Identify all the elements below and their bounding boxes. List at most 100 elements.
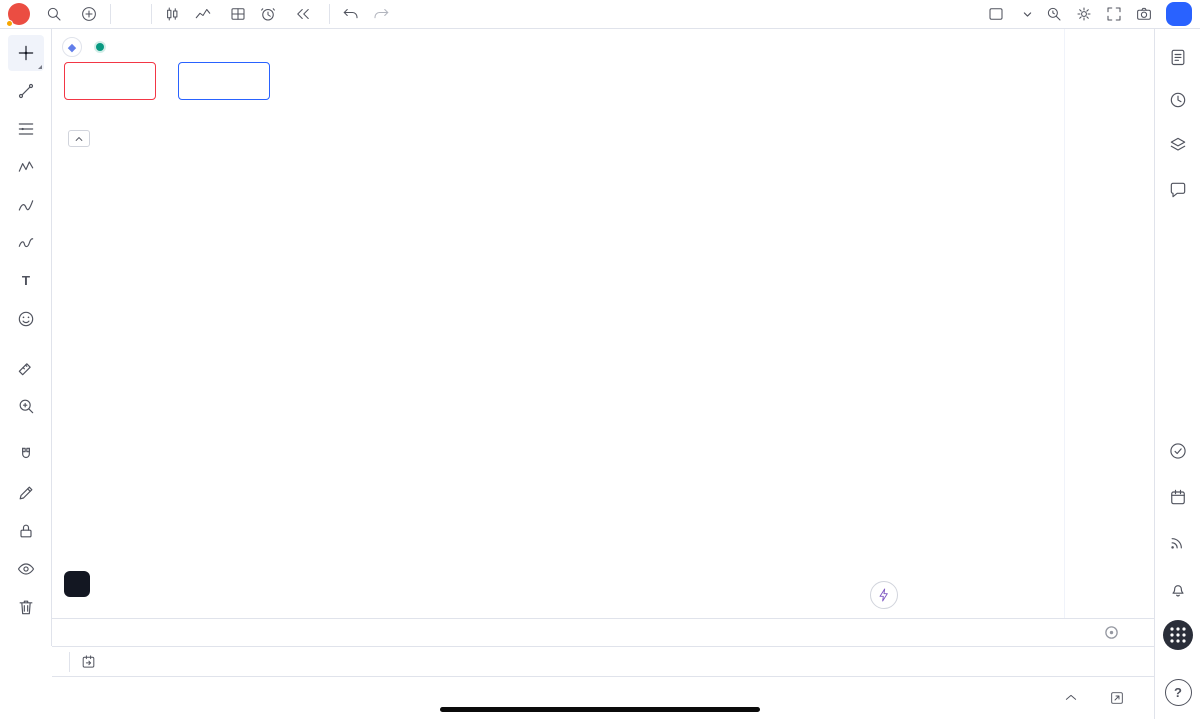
tool-forecast[interactable] [8, 187, 44, 223]
tool-trend-line[interactable] [8, 73, 44, 109]
quick-search-button[interactable] [1040, 1, 1068, 27]
tool-edit[interactable] [8, 475, 44, 511]
help-button[interactable]: ? [1163, 677, 1193, 707]
brush-icon [18, 238, 33, 248]
interval-button[interactable] [118, 1, 144, 27]
object-tree-button[interactable] [1163, 130, 1193, 160]
indicators-button[interactable] [189, 1, 222, 27]
home-indicator [440, 707, 760, 712]
publish-button[interactable] [1166, 2, 1192, 26]
toolbar-divider [69, 651, 70, 672]
magnet-icon [21, 447, 30, 458]
tool-text[interactable]: T [8, 263, 44, 299]
snapshot-button[interactable] [1130, 1, 1158, 27]
tool-crosshair[interactable] [7, 35, 44, 71]
maximize-icon [1111, 692, 1123, 704]
toolbar-divider [329, 4, 330, 24]
save-layout-button[interactable] [982, 1, 1010, 27]
alert-button[interactable] [254, 1, 287, 27]
apps-button[interactable] [1162, 619, 1194, 651]
drawing-toolbar: T [0, 29, 52, 646]
xabcd-pattern-icon [18, 161, 33, 172]
replay-button[interactable] [289, 1, 322, 27]
user-avatar[interactable] [6, 3, 30, 27]
watchlist-icon [1171, 49, 1185, 66]
ideas-button[interactable] [1163, 436, 1193, 466]
chart-style-button[interactable] [159, 1, 187, 27]
fullscreen-button[interactable] [1100, 1, 1128, 27]
history-clock-icon [1170, 92, 1186, 108]
redo-button[interactable] [367, 1, 395, 27]
panel-maximize-button[interactable] [1104, 685, 1130, 711]
text-icon: T [21, 273, 29, 288]
toolbar-divider [110, 4, 111, 24]
chevron-down-icon [1023, 11, 1032, 17]
trend-line-icon [18, 83, 33, 99]
ruler-icon [18, 363, 31, 376]
add-symbol-button[interactable] [75, 1, 103, 27]
chart-canvas[interactable] [52, 29, 1064, 618]
price-axis[interactable] [1064, 29, 1154, 618]
lock-icon [19, 524, 32, 538]
symbol-search-button[interactable] [40, 1, 73, 27]
news-feed-button[interactable] [1163, 527, 1193, 557]
chat-button[interactable] [1163, 175, 1193, 205]
sell-button[interactable] [64, 62, 156, 100]
right-toolbar: ? [1154, 29, 1200, 719]
settings-button[interactable] [1070, 1, 1098, 27]
tool-fib-retracement[interactable] [8, 111, 44, 147]
eye-icon [17, 563, 34, 575]
bottom-toolbar [52, 646, 1154, 677]
legend-collapse-button[interactable] [68, 130, 90, 147]
layers-icon [1170, 137, 1186, 151]
lightning-icon [879, 588, 888, 602]
history-button[interactable] [1163, 85, 1193, 115]
layout-name-button[interactable] [1012, 1, 1038, 27]
calendar-button[interactable] [1163, 482, 1193, 512]
search-icon [47, 7, 61, 21]
notifications-button[interactable] [1163, 574, 1193, 604]
quick-search-icon [1047, 7, 1061, 21]
market-status-dot [96, 43, 104, 51]
fullscreen-icon [1107, 7, 1121, 21]
watchlist-button[interactable] [1163, 42, 1193, 72]
tool-lock-all[interactable] [8, 513, 44, 549]
bottom-panel [52, 677, 1154, 719]
zoom-in-icon [19, 399, 33, 414]
tool-brush[interactable] [8, 225, 44, 261]
volume-legend[interactable] [65, 109, 71, 123]
tool-pattern[interactable] [8, 149, 44, 185]
tool-remove-all[interactable] [8, 589, 44, 625]
chart-area: ◆ [52, 29, 1154, 646]
panel-expand-button[interactable] [1058, 685, 1084, 711]
undo-button[interactable] [337, 1, 365, 27]
boost-button[interactable] [870, 581, 898, 609]
buy-button[interactable] [178, 62, 270, 100]
go-to-date-button[interactable] [75, 649, 102, 675]
multichart-layout-button[interactable] [224, 1, 252, 27]
axis-settings-icon[interactable] [1104, 625, 1119, 640]
toolbar-divider [151, 4, 152, 24]
trade-panel [64, 62, 270, 100]
indicators-icon [195, 8, 211, 19]
tool-zoom-in[interactable] [8, 388, 44, 424]
time-axis[interactable] [52, 618, 1154, 646]
tool-magnet[interactable] [8, 437, 44, 473]
candlestick-icon [167, 7, 178, 21]
chevron-up-icon [75, 136, 83, 141]
tool-emoji[interactable] [8, 301, 44, 337]
bell-icon [1172, 585, 1184, 597]
avatar-status-dot [6, 20, 13, 27]
tradingview-logo [64, 571, 90, 597]
chevron-up-icon [1065, 694, 1077, 700]
fib-retracement-icon [18, 123, 33, 135]
undo-arrow-icon [343, 8, 358, 19]
camera-icon [1137, 7, 1151, 20]
tool-hide-all[interactable] [8, 551, 44, 587]
apps-grid-icon [1163, 620, 1193, 650]
emoji-icon [18, 311, 33, 327]
tool-ruler[interactable] [8, 350, 44, 386]
tradingview-watermark [64, 571, 98, 597]
layout-grid-icon [231, 8, 245, 20]
